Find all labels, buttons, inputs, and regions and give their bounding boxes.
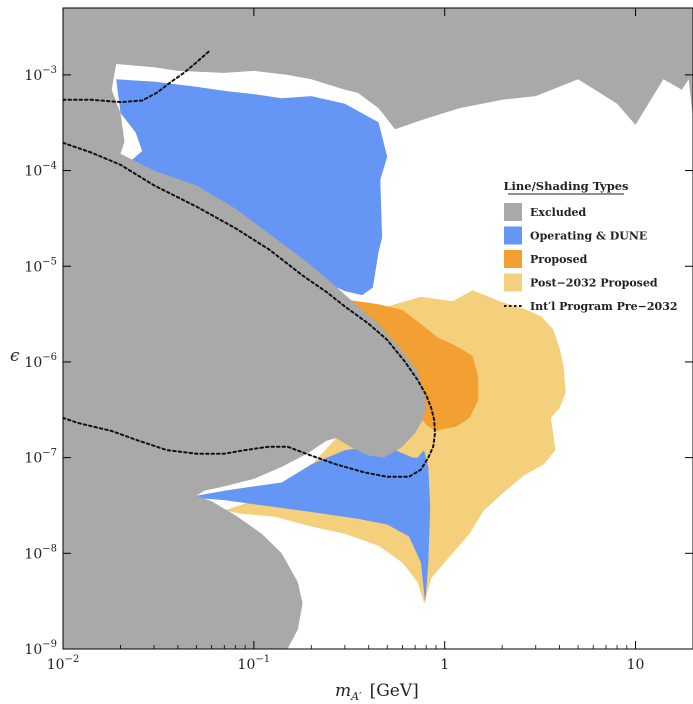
- y-tick-label: 10−4: [24, 161, 57, 180]
- y-axis-label: ϵ: [10, 346, 20, 366]
- x-axis-ticks: 10−2 10−1 1 10: [47, 8, 645, 673]
- legend-label-proposed: Proposed: [530, 253, 588, 266]
- region-operating-dune-low: [166, 446, 431, 604]
- x-axis-label-sub: A′: [350, 690, 362, 703]
- legend-label-int-l-program-pre-2032: Int′l Program Pre−2032: [530, 300, 678, 313]
- legend-label-post-2032-proposed: Post−2032 Proposed: [530, 277, 658, 290]
- region-excluded: [63, 8, 693, 649]
- x-tick-label: 10: [627, 657, 645, 673]
- x-tick-label: 1: [440, 657, 449, 673]
- legend: Line/Shading Types Excluded Operating & D…: [503, 179, 677, 313]
- lines: [63, 50, 437, 478]
- y-tick-label: 10−5: [24, 256, 57, 275]
- plot-area: [63, 8, 693, 649]
- region-operating-dune: [116, 79, 388, 296]
- regions: [63, 8, 693, 649]
- x-axis-label-unit: [GeV]: [370, 681, 419, 701]
- x-tick-label: 10−1: [238, 654, 271, 673]
- legend-label-excluded: Excluded: [530, 206, 587, 219]
- legend-label-operating-dune: Operating & DUNE: [530, 230, 647, 243]
- y-tick-label: 10−3: [24, 65, 57, 84]
- y-tick-label: 10−7: [24, 448, 57, 467]
- legend-swatch-post-2032-proposed: [504, 273, 522, 292]
- legend-swatch-operating-dune: [504, 226, 522, 245]
- legend-items: Excluded Operating & DUNE Proposed Post−203…: [504, 203, 678, 313]
- x-axis-label: mA′ [GeV]: [335, 681, 419, 703]
- y-axis-ticks: 10−9 10−8 10−7 10−6 10−5 10−4 10−3: [24, 65, 693, 658]
- legend-swatch-proposed: [504, 250, 522, 268]
- y-tick-label: 10−9: [24, 639, 57, 658]
- legend-swatch-excluded: [504, 203, 522, 221]
- line-int-l-program-pre-2032-upper: [63, 50, 210, 104]
- y-tick-label: 10−6: [24, 352, 57, 371]
- legend-title: Line/Shading Types: [503, 179, 628, 193]
- line-int-l-program-pre-2032: [63, 141, 437, 478]
- x-tick-label: 10−2: [47, 654, 80, 673]
- plot-frame: [62, 7, 693, 650]
- y-tick-label: 10−8: [24, 543, 57, 562]
